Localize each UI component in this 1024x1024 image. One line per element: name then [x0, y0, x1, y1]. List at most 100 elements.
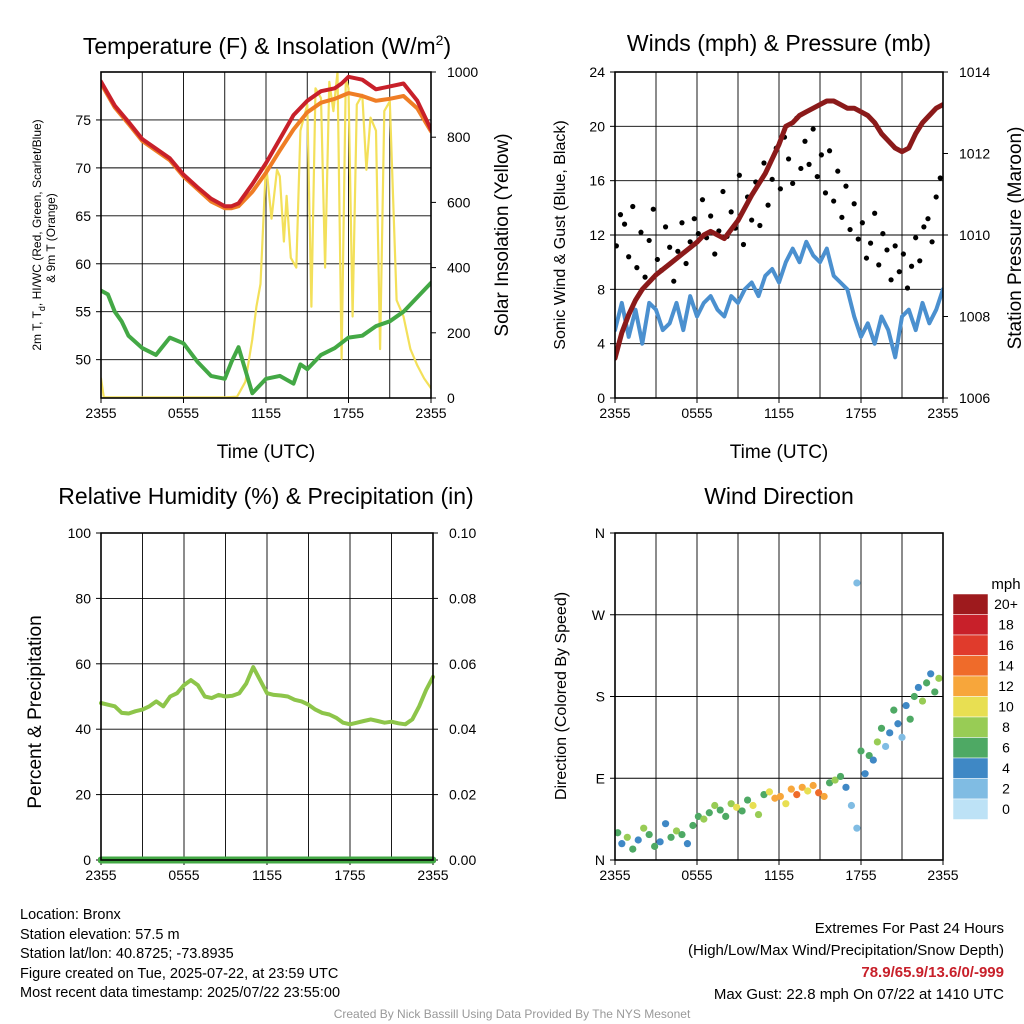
gust-point: [638, 229, 644, 235]
y-tick-label-left: 40: [75, 721, 91, 737]
legend-swatch: [952, 675, 989, 697]
gust-point: [929, 239, 935, 245]
y-axis-label-left: Sonic Wind & Gust (Blue, Black): [552, 120, 569, 349]
gust-point: [675, 248, 681, 254]
y-tick-label-right: 600: [447, 194, 471, 210]
gust-point: [642, 274, 648, 280]
gust-point: [863, 255, 870, 261]
y-axis-label-part: 2m T, T: [30, 310, 44, 350]
y-tick-label-left: 16: [589, 173, 605, 189]
gust-point: [646, 237, 652, 244]
y-tick-label-right: 0.00: [449, 852, 476, 868]
y-tick-label-left: 4: [597, 336, 605, 352]
y-axis-label-left-line2: & 9m T (Orange): [44, 193, 58, 283]
direction-point: [787, 785, 795, 793]
legend-label: 12: [998, 678, 1014, 694]
y-tick-label-left: 50: [75, 352, 91, 368]
y-tick-label-right: 1000: [447, 64, 478, 80]
gust-point: [691, 216, 697, 222]
direction-point: [683, 840, 692, 848]
gust-point: [662, 224, 669, 230]
gust-point: [900, 251, 906, 257]
y-tick-label-left: 8: [597, 281, 605, 297]
gust-point: [937, 175, 943, 181]
y-tick-label-left: 55: [75, 304, 91, 320]
direction-point: [760, 791, 768, 799]
sonic-wind-line: [615, 239, 943, 360]
x-tick-label: 0555: [168, 405, 199, 421]
legend-swatch: [952, 778, 989, 800]
station-latlon: Station lat/lon: 40.8725; -73.8935: [20, 946, 234, 962]
series-group: [615, 579, 943, 853]
direction-point: [869, 756, 877, 764]
gust-point: [855, 236, 861, 242]
gust-point: [917, 258, 923, 264]
y-tick-label-left: 75: [75, 112, 91, 128]
y-tick-label-right: 1012: [959, 146, 990, 162]
direction-point: [842, 783, 850, 791]
gust-point: [790, 180, 796, 186]
y-tick-label-left: N: [595, 852, 605, 868]
max-gust: Max Gust: 22.8 mph On 07/22 at 1410 UTC: [713, 986, 1004, 1003]
y-axis-label-right: Solar Insolation (Yellow): [492, 133, 513, 336]
x-axis-label: Time (UTC): [730, 442, 829, 463]
chart-title: Temperature (F) & Insolation (W/m2): [83, 32, 451, 59]
direction-point: [727, 800, 735, 808]
direction-outlier-point: [853, 579, 861, 587]
gust-point: [872, 210, 878, 216]
gust-point: [671, 278, 677, 284]
gust-point: [708, 213, 714, 219]
direction-point: [820, 792, 828, 801]
gust-point: [913, 235, 919, 241]
x-axis-label: Time (UTC): [217, 442, 316, 463]
y-tick-label-right: 0.04: [449, 721, 476, 737]
y-tick-label-left: E: [596, 770, 605, 786]
y-tick-label-right: 0.06: [449, 656, 476, 672]
direction-point: [700, 815, 708, 823]
gust-point: [810, 126, 816, 132]
gust-point: [777, 186, 783, 192]
plot-frame: [100, 532, 434, 861]
legend-label: 14: [998, 658, 1014, 674]
gust-point: [757, 222, 763, 229]
gust-point: [908, 263, 915, 269]
direction-point: [902, 701, 910, 710]
direction-point: [931, 688, 939, 696]
direction-point: [629, 845, 637, 853]
direction-point: [656, 838, 664, 846]
x-tick-label: 2355: [85, 867, 116, 883]
x-tick-label: 1155: [251, 405, 281, 421]
direction-point: [809, 781, 817, 790]
gust-point: [687, 239, 693, 245]
gust-point: [626, 254, 632, 260]
y-tick-label-right: 1008: [959, 309, 990, 325]
legend-swatch: [952, 696, 989, 718]
dewpoint-line: [101, 280, 431, 396]
direction-point: [689, 821, 697, 830]
station-info: Location: Bronx Station elevation: 57.5 …: [20, 906, 340, 1004]
y-tick-label-right: 400: [447, 260, 471, 276]
legend-swatch: [952, 634, 989, 656]
chart-title: Wind Direction: [704, 483, 854, 509]
legend-swatch: [952, 737, 989, 759]
pressure-line: [615, 98, 943, 361]
legend-label: 4: [1002, 760, 1010, 776]
y-tick-label-left: 20: [589, 118, 605, 134]
y-tick-label-left: 60: [75, 656, 91, 672]
gust-point: [654, 256, 660, 263]
direction-point: [634, 836, 642, 844]
gust-point: [695, 231, 701, 237]
y-tick-label-right: 1014: [959, 64, 990, 80]
y-tick-label-right: 200: [447, 325, 471, 341]
gust-point: [933, 194, 939, 200]
gust-point: [769, 176, 775, 182]
legend-label: 16: [998, 637, 1014, 653]
plot-frame: [614, 532, 944, 861]
gust-point: [761, 160, 767, 166]
y-axis-label-subscript: d: [37, 306, 47, 311]
gust-point: [884, 247, 890, 253]
chart-title-text: Temperature (F) & Insolation (W/m: [83, 33, 436, 59]
